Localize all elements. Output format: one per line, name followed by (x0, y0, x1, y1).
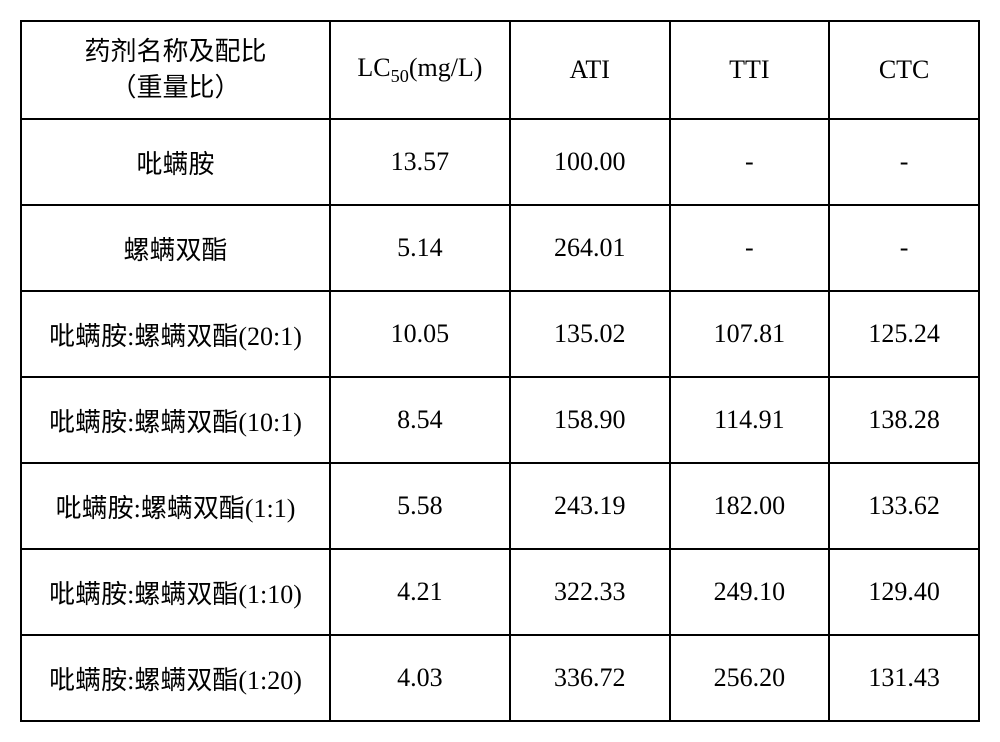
cell-name: 吡螨胺:螺螨双酯(1:20) (21, 635, 330, 721)
header-lc50: LC50(mg/L) (330, 21, 510, 119)
cell-name: 吡螨胺:螺螨双酯(1:1) (21, 463, 330, 549)
table-row: 吡螨胺:螺螨双酯(10:1) 8.54 158.90 114.91 138.28 (21, 377, 979, 463)
table-row: 吡螨胺:螺螨双酯(1:10) 4.21 322.33 249.10 129.40 (21, 549, 979, 635)
cell-lc50: 8.54 (330, 377, 510, 463)
lc50-prefix: LC (357, 53, 390, 82)
cell-ctc: 125.24 (829, 291, 979, 377)
cell-ati: 243.19 (510, 463, 670, 549)
cell-ctc: - (829, 205, 979, 291)
lc50-suffix: (mg/L) (409, 53, 483, 82)
cell-ctc: 129.40 (829, 549, 979, 635)
cell-ctc: 131.43 (829, 635, 979, 721)
cell-ati: 322.33 (510, 549, 670, 635)
cell-ctc: 138.28 (829, 377, 979, 463)
header-row: 药剂名称及配比 （重量比） LC50(mg/L) ATI TTI CTC (21, 21, 979, 119)
cell-ati: 100.00 (510, 119, 670, 205)
cell-ctc: 133.62 (829, 463, 979, 549)
data-table: 药剂名称及配比 （重量比） LC50(mg/L) ATI TTI CTC 吡螨胺… (20, 20, 980, 722)
cell-tti: 182.00 (670, 463, 830, 549)
cell-tti: 107.81 (670, 291, 830, 377)
cell-tti: - (670, 119, 830, 205)
cell-ati: 158.90 (510, 377, 670, 463)
table-row: 吡螨胺:螺螨双酯(20:1) 10.05 135.02 107.81 125.2… (21, 291, 979, 377)
cell-tti: 249.10 (670, 549, 830, 635)
header-name-line1: 药剂名称及配比 (85, 37, 267, 66)
table-row: 吡螨胺:螺螨双酯(1:1) 5.58 243.19 182.00 133.62 (21, 463, 979, 549)
cell-lc50: 4.21 (330, 549, 510, 635)
cell-lc50: 4.03 (330, 635, 510, 721)
cell-ati: 135.02 (510, 291, 670, 377)
cell-ati: 336.72 (510, 635, 670, 721)
cell-tti: 256.20 (670, 635, 830, 721)
lc50-sub: 50 (391, 66, 409, 86)
table-row: 吡螨胺 13.57 100.00 - - (21, 119, 979, 205)
header-ctc: CTC (829, 21, 979, 119)
table-row: 螺螨双酯 5.14 264.01 - - (21, 205, 979, 291)
cell-lc50: 10.05 (330, 291, 510, 377)
cell-name: 吡螨胺:螺螨双酯(10:1) (21, 377, 330, 463)
header-tti: TTI (670, 21, 830, 119)
cell-lc50: 5.14 (330, 205, 510, 291)
cell-name: 吡螨胺:螺螨双酯(20:1) (21, 291, 330, 377)
header-name-line2: （重量比） (111, 73, 241, 102)
header-ati: ATI (510, 21, 670, 119)
cell-name: 吡螨胺:螺螨双酯(1:10) (21, 549, 330, 635)
cell-name: 吡螨胺 (21, 119, 330, 205)
cell-lc50: 5.58 (330, 463, 510, 549)
table-row: 吡螨胺:螺螨双酯(1:20) 4.03 336.72 256.20 131.43 (21, 635, 979, 721)
cell-ctc: - (829, 119, 979, 205)
header-name: 药剂名称及配比 （重量比） (21, 21, 330, 119)
cell-lc50: 13.57 (330, 119, 510, 205)
cell-ati: 264.01 (510, 205, 670, 291)
cell-name: 螺螨双酯 (21, 205, 330, 291)
cell-tti: - (670, 205, 830, 291)
table-body: 吡螨胺 13.57 100.00 - - 螺螨双酯 5.14 264.01 - … (21, 119, 979, 721)
cell-tti: 114.91 (670, 377, 830, 463)
